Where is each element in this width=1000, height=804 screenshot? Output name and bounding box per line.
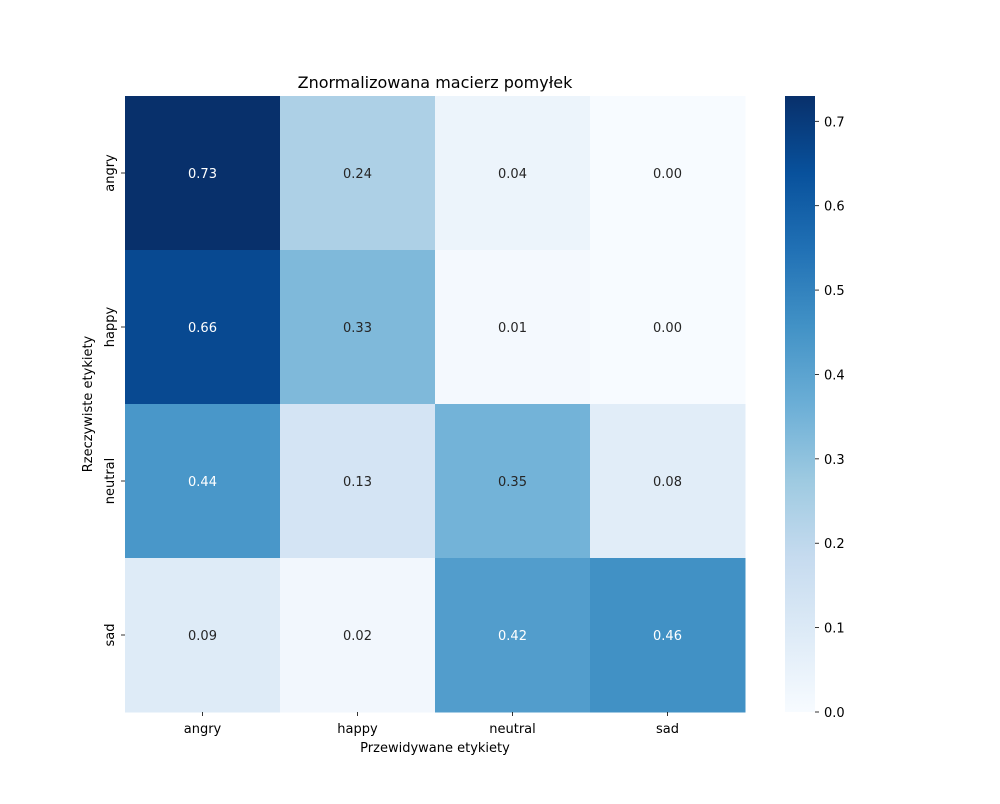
x-tick-label: sad bbox=[656, 722, 679, 737]
cell-value-label: 0.44 bbox=[188, 475, 217, 490]
y-tick-label: neutral bbox=[103, 458, 118, 505]
colorbar-ticks: 0.0 0.1 0.2 0.3 0.4 0.5 0.6 0.7 bbox=[815, 115, 845, 721]
heatmap-cell bbox=[125, 558, 281, 713]
heatmap-cell bbox=[590, 404, 746, 559]
heatmap-cell-labels: 0.73 0.24 0.04 0.00 0.66 0.33 0.01 0.00 0.44 0.13… bbox=[188, 167, 682, 644]
cell-value-label: 0.01 bbox=[498, 321, 527, 336]
colorbar-tick-label: 0.2 bbox=[824, 537, 845, 552]
cell-value-label: 0.08 bbox=[653, 475, 682, 490]
colorbar-tick-label: 0.5 bbox=[824, 284, 845, 299]
colorbar-tick-label: 0.1 bbox=[824, 622, 845, 637]
cell-value-label: 0.13 bbox=[343, 475, 372, 490]
cell-value-label: 0.00 bbox=[653, 167, 682, 182]
heatmap-cell bbox=[435, 96, 591, 251]
x-tick-label: neutral bbox=[489, 722, 536, 737]
heatmap-cell bbox=[590, 558, 746, 713]
cell-value-label: 0.33 bbox=[343, 321, 372, 336]
colorbar bbox=[785, 96, 815, 712]
y-tick-label: angry bbox=[103, 154, 118, 192]
heatmap-cell bbox=[590, 250, 746, 405]
heatmap-cell bbox=[435, 404, 591, 559]
heatmap-cell bbox=[435, 558, 591, 713]
x-tick-label: happy bbox=[337, 722, 378, 737]
y-axis-ticks: angry happy neutral sad bbox=[103, 154, 125, 647]
cell-value-label: 0.46 bbox=[653, 629, 682, 644]
heatmap-cell bbox=[125, 96, 281, 251]
colorbar-tick-label: 0.7 bbox=[824, 115, 845, 130]
colorbar-tick-label: 0.6 bbox=[824, 200, 845, 215]
heatmap-cell bbox=[280, 250, 436, 405]
heatmap-cell bbox=[280, 96, 436, 251]
x-axis-ticks: angry happy neutral sad bbox=[184, 712, 679, 737]
cell-value-label: 0.73 bbox=[188, 167, 217, 182]
y-tick-label: happy bbox=[103, 306, 118, 347]
heatmap-cells bbox=[125, 96, 746, 713]
cell-value-label: 0.66 bbox=[188, 321, 217, 336]
x-axis-label: Przewidywane etykiety bbox=[360, 741, 510, 756]
cell-value-label: 0.04 bbox=[498, 167, 527, 182]
heatmap-cell bbox=[280, 558, 436, 713]
cell-value-label: 0.42 bbox=[498, 629, 527, 644]
cell-value-label: 0.09 bbox=[188, 629, 217, 644]
heatmap-cell bbox=[435, 250, 591, 405]
y-axis-label: Rzeczywiste etykiety bbox=[81, 335, 96, 472]
colorbar-tick-label: 0.0 bbox=[824, 706, 845, 721]
cell-value-label: 0.24 bbox=[343, 167, 372, 182]
chart-title: Znormalizowana macierz pomyłek bbox=[298, 73, 574, 92]
cell-value-label: 0.35 bbox=[498, 475, 527, 490]
heatmap-cell bbox=[280, 404, 436, 559]
cell-value-label: 0.02 bbox=[343, 629, 372, 644]
colorbar-tick-label: 0.3 bbox=[824, 453, 845, 468]
y-tick-label: sad bbox=[103, 624, 118, 647]
colorbar-tick-label: 0.4 bbox=[824, 368, 845, 383]
x-tick-label: angry bbox=[184, 722, 222, 737]
cell-value-label: 0.00 bbox=[653, 321, 682, 336]
heatmap-cell bbox=[125, 250, 281, 405]
heatmap-cell bbox=[590, 96, 746, 251]
heatmap-cell bbox=[125, 404, 281, 559]
